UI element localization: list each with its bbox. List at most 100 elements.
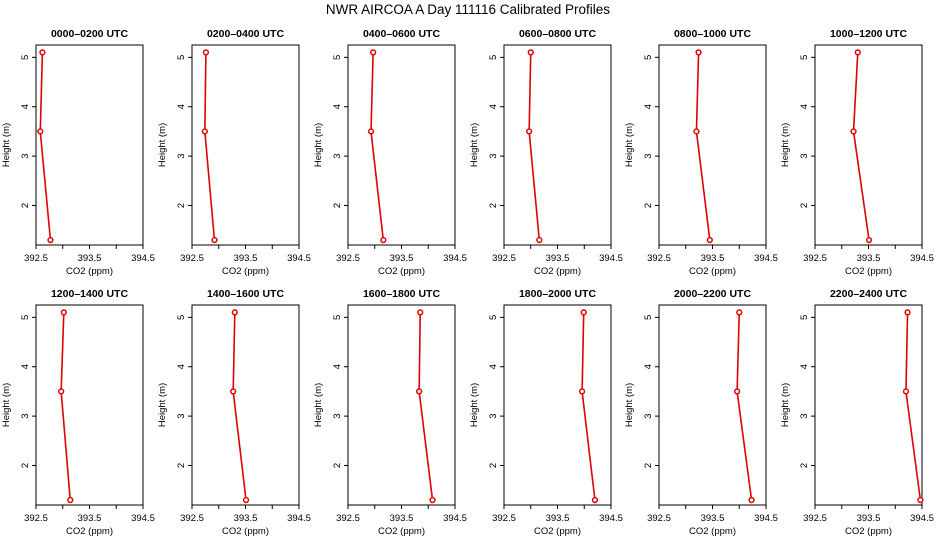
plot-frame <box>658 44 767 246</box>
y-tick-label: 2 <box>643 203 654 208</box>
x-tick-label: 393.5 <box>234 513 258 524</box>
y-tick-label: 3 <box>332 153 343 158</box>
y-tick-label: 2 <box>643 463 654 468</box>
profile-point <box>242 496 250 504</box>
y-tick-label: 2 <box>20 463 31 468</box>
profile-point <box>231 309 238 316</box>
y-tick-label: 5 <box>176 315 187 320</box>
y-tick-label: 3 <box>488 413 499 418</box>
profile-line <box>905 312 922 501</box>
x-tick-label: 392.5 <box>180 513 204 524</box>
y-tick-label: 3 <box>799 413 810 418</box>
profile-point <box>591 496 599 504</box>
y-tick-label: 3 <box>176 153 187 158</box>
y-tick-label: 4 <box>176 364 187 369</box>
profile-line <box>204 52 216 241</box>
figure-title: NWR AIRCOA A Day 111116 Calibrated Profi… <box>325 2 611 17</box>
x-tick-label: 393.5 <box>78 513 102 524</box>
x-tick-label: 392.5 <box>647 513 671 524</box>
profile-line <box>39 52 52 241</box>
profile-point <box>202 49 210 56</box>
x-axis-label: CO2 (ppm) <box>222 526 269 537</box>
y-axis-label: Height (m) <box>313 123 324 167</box>
x-tick-label: 392.5 <box>803 513 827 524</box>
plot-frame <box>347 304 456 506</box>
plot-frame <box>191 44 300 246</box>
x-tick-label: 392.5 <box>336 253 360 264</box>
profile-point <box>230 388 237 395</box>
profile-point <box>850 128 857 135</box>
y-tick-label: 5 <box>643 55 654 60</box>
panel-1: 0000–0200 UTC 392.5 393.5 394.5 CO2 (ppm) 2 3 4… <box>1 28 155 277</box>
x-axis-label: CO2 (ppm) <box>689 266 736 277</box>
profile-point <box>904 309 911 316</box>
y-tick-label: 5 <box>176 55 187 60</box>
y-axis-label: Height (m) <box>780 383 791 427</box>
x-tick-label: 394.5 <box>599 253 623 264</box>
x-tick-label: 394.5 <box>287 253 311 264</box>
y-tick-label: 4 <box>332 364 343 369</box>
y-tick-label: 3 <box>799 153 810 158</box>
x-axis-label: CO2 (ppm) <box>378 266 425 277</box>
panel-title: 0400–0600 UTC <box>363 28 440 40</box>
panel-title: 0600–0800 UTC <box>519 28 596 40</box>
panel-2: 0200–0400 UTC 392.5 393.5 394.5 CO2 (ppm) 2 3 4… <box>157 28 311 277</box>
x-axis-label: CO2 (ppm) <box>378 526 425 537</box>
panel-10: 1800–2000 UTC 392.5 393.5 394.5 CO2 (ppm) 2 3 4… <box>469 288 623 537</box>
x-tick-label: 393.5 <box>857 513 881 524</box>
plot-frame <box>503 304 612 506</box>
panel-9: 1600–1800 UTC 392.5 393.5 394.5 CO2 (ppm) 2 3 4… <box>313 288 467 537</box>
profile-point <box>578 388 586 395</box>
y-tick-label: 5 <box>799 55 810 60</box>
y-tick-label: 5 <box>488 315 499 320</box>
y-tick-label: 5 <box>488 55 499 60</box>
y-axis-label: Height (m) <box>157 123 168 167</box>
x-tick-label: 394.5 <box>910 253 934 264</box>
y-tick-label: 4 <box>643 364 654 369</box>
profile-point <box>733 388 741 395</box>
profile-point <box>39 49 46 56</box>
y-tick-label: 4 <box>332 104 343 109</box>
y-tick-label: 2 <box>20 203 31 208</box>
panel-12: 2200–2400 UTC 392.5 393.5 394.5 CO2 (ppm) 2 3 4… <box>780 288 934 537</box>
profile-point <box>47 236 54 244</box>
profile-point <box>736 309 743 316</box>
plot-frame <box>35 304 144 506</box>
plot-frame <box>191 304 300 506</box>
x-tick-label: 394.5 <box>287 513 311 524</box>
panel-title: 1600–1800 UTC <box>363 288 440 300</box>
x-tick-label: 394.5 <box>599 513 623 524</box>
profile-line <box>418 312 434 501</box>
y-tick-label: 2 <box>799 203 810 208</box>
x-tick-label: 392.5 <box>24 513 48 524</box>
y-tick-label: 2 <box>332 203 343 208</box>
plot-frame <box>347 44 456 246</box>
profile-point <box>748 496 755 504</box>
profile-line <box>695 52 711 241</box>
profile-point <box>417 309 424 316</box>
x-tick-label: 393.5 <box>78 253 102 264</box>
x-tick-label: 394.5 <box>910 513 934 524</box>
profile-point <box>693 128 700 135</box>
x-tick-label: 393.5 <box>701 253 725 264</box>
panel-7: 1200–1400 UTC 392.5 393.5 394.5 CO2 (ppm) 2 3 4… <box>1 288 155 537</box>
plot-frame <box>814 304 923 506</box>
x-tick-label: 393.5 <box>546 253 570 264</box>
panel-title: 1800–2000 UTC <box>519 288 596 300</box>
x-tick-label: 393.5 <box>857 253 881 264</box>
panel-title: 1400–1600 UTC <box>207 288 284 300</box>
profile-point <box>854 49 861 56</box>
y-tick-label: 4 <box>176 104 187 109</box>
x-tick-label: 392.5 <box>336 513 360 524</box>
x-tick-label: 394.5 <box>754 513 778 524</box>
panel-title: 0000–0200 UTC <box>51 28 128 40</box>
y-tick-label: 3 <box>643 413 654 418</box>
y-axis-label: Height (m) <box>780 123 791 167</box>
profile-point <box>580 309 587 316</box>
profile-line <box>232 312 247 501</box>
y-tick-label: 5 <box>332 55 343 60</box>
y-tick-label: 2 <box>799 463 810 468</box>
profile-point <box>865 236 873 244</box>
x-axis-label: CO2 (ppm) <box>534 526 581 537</box>
